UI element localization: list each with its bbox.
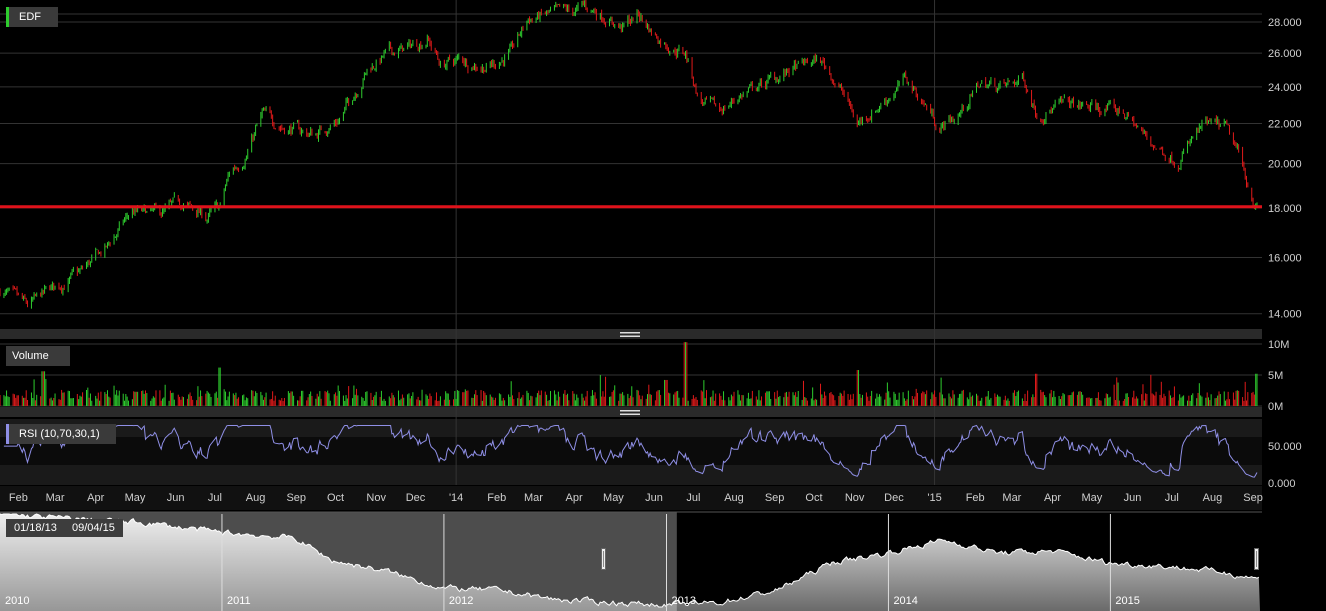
x-tick-label: Dec (406, 492, 426, 504)
x-tick-label: Jul (208, 492, 222, 504)
x-tick-label: Jun (167, 492, 185, 504)
x-tick-label: Apr (1044, 492, 1061, 504)
x-tick-label: Oct (327, 492, 344, 504)
volume-label: Volume (12, 350, 49, 362)
range-start-date[interactable]: 01/18/13 (6, 519, 65, 537)
x-tick-label: Aug (1203, 492, 1223, 504)
x-tick-label: Oct (805, 492, 822, 504)
x-tick-label: Sep (765, 492, 785, 504)
volume-divider-bar[interactable] (0, 407, 1262, 417)
x-tick-label: '15 (927, 492, 941, 504)
navigator-area (0, 514, 1260, 611)
symbol-label: EDF (19, 11, 41, 23)
x-tick-label: May (603, 492, 624, 504)
divider-grip-icon[interactable] (620, 410, 640, 415)
rsi-tick-label: 50.000 (1268, 441, 1302, 453)
rsi-tick-label: 0.000 (1268, 478, 1296, 490)
navigator-line (0, 513, 1260, 608)
x-axis-strip (0, 486, 1262, 510)
x-tick-label: Mar (524, 492, 543, 504)
divider-grip-icon[interactable] (620, 332, 640, 337)
navigator-year-label: 2012 (449, 595, 473, 607)
x-tick-label: Nov (845, 492, 865, 504)
x-tick-label: Aug (246, 492, 266, 504)
x-tick-label: Sep (1243, 492, 1263, 504)
x-tick-label: Jul (1165, 492, 1179, 504)
x-tick-label: Feb (9, 492, 28, 504)
price-panel-bg (0, 0, 1262, 329)
price-tick-label: 20.000 (1268, 159, 1302, 171)
price-tick-label: 16.000 (1268, 252, 1302, 264)
volume-tick-label: 10M (1268, 339, 1289, 351)
symbol-tag[interactable]: EDF (6, 7, 58, 27)
x-tick-label: '14 (449, 492, 463, 504)
x-tick-label: Sep (286, 492, 306, 504)
navigator-year-label: 2010 (5, 595, 29, 607)
x-tick-label: Jul (686, 492, 700, 504)
volume-tick-label: 0M (1268, 401, 1283, 413)
x-tick-label: Jun (1124, 492, 1142, 504)
price-tick-label: 18.000 (1268, 203, 1302, 215)
navigator-left-handle[interactable] (601, 548, 606, 570)
range-end-date[interactable]: 09/04/15 (64, 519, 123, 537)
x-tick-label: Jun (645, 492, 663, 504)
symbol-color-icon (6, 7, 9, 27)
navigator-year-label: 2015 (1115, 595, 1139, 607)
x-tick-label: May (125, 492, 146, 504)
x-tick-label: Apr (566, 492, 583, 504)
rsi-label: RSI (10,70,30,1) (19, 428, 100, 440)
volume-tag[interactable]: Volume (6, 346, 70, 366)
navigator-year-label: 2013 (671, 595, 695, 607)
x-tick-label: Feb (487, 492, 506, 504)
x-tick-label: Aug (724, 492, 744, 504)
rsi-color-icon (6, 424, 9, 444)
price-tick-label: 22.000 (1268, 118, 1302, 130)
x-tick-label: Nov (366, 492, 386, 504)
price-divider-bar[interactable] (0, 329, 1262, 339)
price-tick-label: 26.000 (1268, 48, 1302, 60)
navigator-year-label: 2011 (227, 595, 251, 607)
rsi-tag[interactable]: RSI (10,70,30,1) (6, 424, 116, 444)
x-tick-label: Mar (1002, 492, 1021, 504)
navigator-year-label: 2014 (893, 595, 917, 607)
x-tick-label: Mar (46, 492, 65, 504)
price-tick-label: 28.000 (1268, 17, 1302, 29)
price-tick-label: 14.000 (1268, 309, 1302, 321)
x-tick-label: Dec (884, 492, 904, 504)
price-tick-label: 24.000 (1268, 82, 1302, 94)
x-tick-label: Apr (87, 492, 104, 504)
x-tick-label: May (1081, 492, 1102, 504)
volume-tick-label: 5M (1268, 370, 1283, 382)
x-tick-label: Feb (966, 492, 985, 504)
rsi-line (3, 424, 1258, 478)
navigator-right-handle[interactable] (1254, 548, 1259, 570)
